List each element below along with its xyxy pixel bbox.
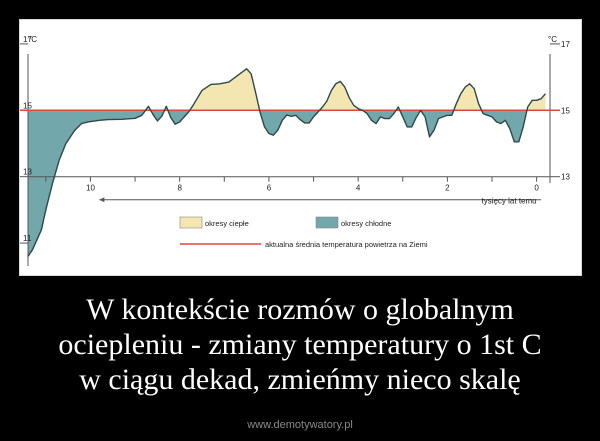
- y-tick-label-left: 17: [23, 35, 32, 44]
- x-tick-label: 10: [86, 184, 95, 193]
- x-tick-label: 4: [356, 184, 361, 193]
- caption-line-3: w ciągu dekad, zmieńmy nieco skalę: [79, 363, 521, 396]
- x-unit-label: tysięcy lat temu: [481, 197, 536, 206]
- x-tick-label: 8: [177, 184, 182, 193]
- caption-line-1: W kontekście rozmów o globalnym: [86, 293, 514, 326]
- x-tick-label: 0: [534, 184, 539, 193]
- watermark: www.demotywatory.pl: [247, 419, 353, 431]
- x-tick-label: 6: [267, 184, 272, 193]
- temperature-chart: 17 15 13 11 17 15 13 °C °C 10 8 6 4 2 0 tysięcy lat tem…: [20, 35, 570, 266]
- x-tick-label: 2: [445, 184, 450, 193]
- legend-cold-swatch: [315, 216, 339, 229]
- y-unit-left: °C: [28, 35, 37, 44]
- y-tick-label-left: 13: [23, 168, 32, 177]
- y-tick-label-right: 15: [561, 106, 570, 115]
- chart-frame: [19, 19, 582, 276]
- y-unit-right: °C: [548, 35, 557, 44]
- warm-periods-fill: [145, 68, 546, 111]
- y-tick-label-left: 15: [23, 101, 32, 110]
- legend-warm-label: okresy ciepłe: [205, 219, 249, 228]
- y-tick-label-left: 11: [23, 234, 32, 243]
- caption: W kontekście rozmów o globalnym ocieplen…: [0, 292, 600, 397]
- legend-cold-label: okresy chłodne: [341, 219, 391, 228]
- caption-line-2: ociepleniu - zmiany temperatury o 1st C: [58, 328, 542, 361]
- temperature-line: [27, 68, 547, 257]
- y-tick-label-right: 13: [561, 173, 570, 182]
- time-arrow-head: [99, 197, 105, 203]
- legend-reference-label: aktualna średnia temperatura powietrza n…: [265, 240, 428, 249]
- legend-warm-swatch: [179, 216, 203, 229]
- y-tick-label-right: 17: [561, 40, 570, 49]
